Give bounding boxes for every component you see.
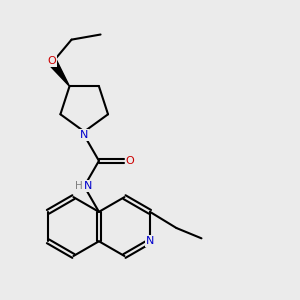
Text: N: N [84, 181, 92, 191]
Text: N: N [80, 130, 88, 140]
Polygon shape [49, 60, 70, 86]
Text: N: N [146, 236, 154, 246]
Text: O: O [47, 56, 56, 66]
Text: H: H [75, 181, 83, 191]
Text: O: O [125, 156, 134, 166]
